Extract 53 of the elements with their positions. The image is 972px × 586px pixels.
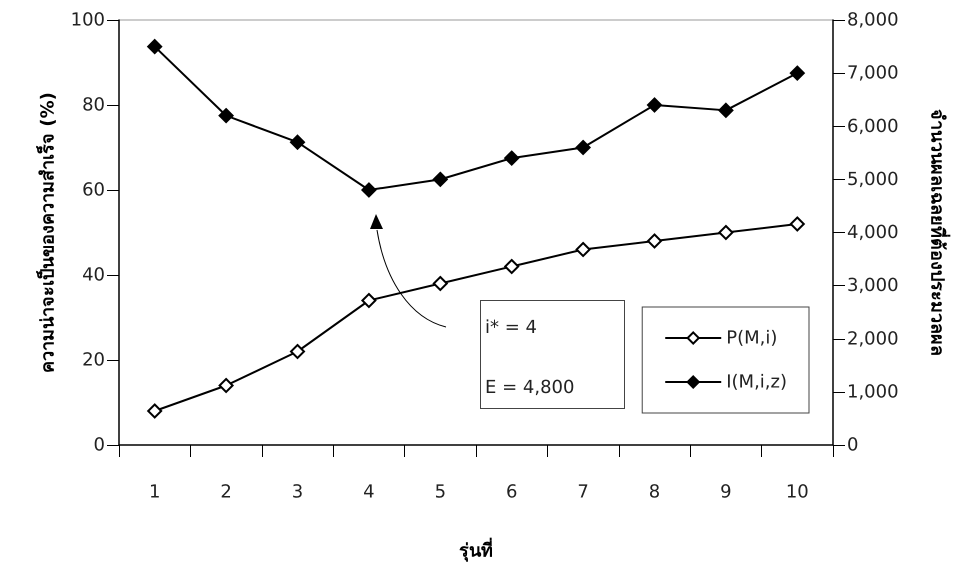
x-tick-label: 7 (577, 482, 589, 502)
x-tick-label: 3 (292, 482, 304, 502)
y-tick-label: 20 (82, 350, 105, 370)
point (432, 172, 448, 187)
y-tick-label: 0 (94, 434, 105, 456)
y2-tick-label: 1,000 (847, 381, 899, 402)
point (647, 234, 662, 248)
y2-tick-label: 2,000 (847, 328, 899, 350)
y2-tick-label: 6,000 (847, 116, 899, 137)
y-tick-label: 80 (82, 94, 105, 116)
annotation: E = 4,800 (485, 377, 576, 398)
x-axis-title: รุ่นที่ (459, 538, 493, 562)
point (504, 259, 520, 274)
y-axis-title: ความน่าจะเป็นของความสำเร็จ (%) (36, 92, 58, 373)
note-box: i* = 4 E = 4,800 (480, 300, 625, 409)
point (576, 140, 591, 155)
point (290, 344, 305, 359)
point (718, 102, 734, 118)
y2-axis-title: จำนวนผลเฉลยที่ต้องประมวลผล (926, 109, 950, 356)
x-tick-label: 8 (648, 482, 660, 502)
point (790, 66, 805, 81)
y2-tick-label: 8,000 (847, 10, 899, 30)
y2-tick-label: 5,000 (847, 168, 899, 190)
legend-label: I(M,i,z) (726, 372, 788, 392)
point (290, 134, 305, 150)
point (576, 242, 591, 257)
point (218, 108, 234, 124)
y2-tick-label: 7,000 (847, 62, 899, 84)
x-tick-label: 6 (506, 482, 518, 502)
x-tick-label: 1 (148, 482, 160, 502)
x-tick-label: 9 (720, 482, 732, 502)
point (790, 216, 805, 232)
y-tick-label: 60 (82, 180, 105, 200)
x-tick-label: 10 (786, 482, 809, 502)
x-tick-label: 5 (434, 482, 446, 502)
point (147, 39, 162, 54)
y-tick-label: 40 (82, 264, 105, 286)
point (647, 98, 662, 112)
point (432, 276, 448, 291)
point (361, 182, 376, 198)
y2-tick-label: 4,000 (847, 222, 899, 243)
point (718, 225, 734, 240)
legend-label: P(M,i) (726, 328, 778, 348)
x-tick-label: 4 (363, 482, 375, 502)
y-tick-label: 100 (70, 10, 105, 30)
point (218, 378, 234, 393)
x-tick-label: 2 (220, 482, 232, 502)
point (147, 404, 162, 418)
point (504, 150, 520, 166)
annotation: i* = 4 (485, 317, 538, 338)
y2-tick-label: 3,000 (847, 275, 899, 296)
point (361, 293, 376, 308)
y2-tick-label: 0 (847, 434, 858, 456)
